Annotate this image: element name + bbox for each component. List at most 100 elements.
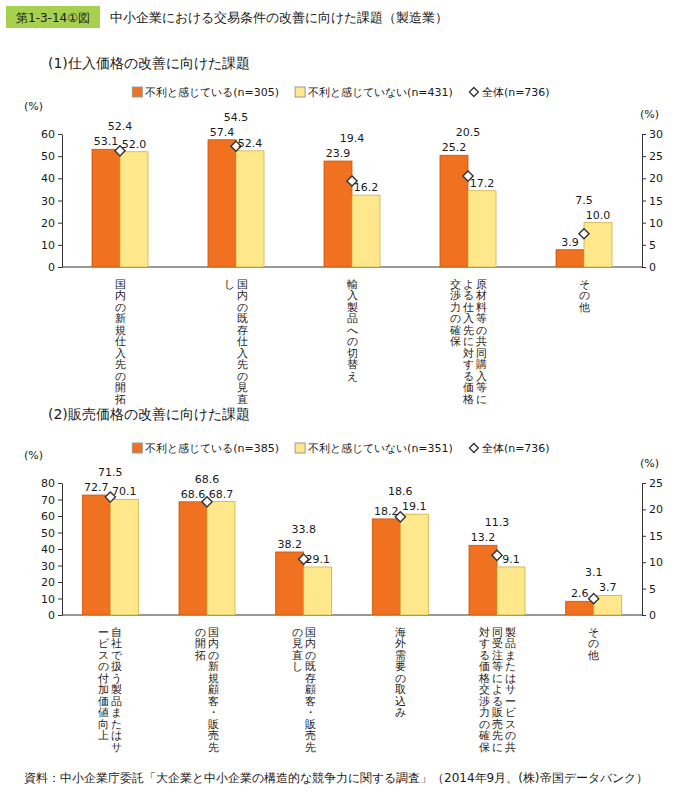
chart-title: (1)仕入価格の改善に向けた課題: [48, 55, 250, 71]
y-axis-tick: 40: [41, 543, 62, 556]
y2-axis-tick: 25: [642, 477, 663, 490]
category-label: 製品またはサービスの共同受注等による販売先に対する価格交渉力の確保: [478, 626, 517, 754]
y-axis: 01020304050607080: [41, 477, 63, 622]
data-label: 17.2: [470, 177, 495, 190]
data-label: 54.5: [224, 111, 249, 124]
legend-label: 全体(n=736): [482, 442, 550, 455]
tick-label: 40: [41, 172, 55, 185]
y2-axis-tick: 15: [642, 195, 663, 208]
tick-mark: [642, 562, 646, 563]
legend-label: 不利と感じていない(n=431): [308, 86, 453, 99]
y-axis-tick: 50: [41, 527, 62, 540]
y-axis-title: (%): [24, 100, 43, 113]
bar: [372, 519, 400, 615]
legend-swatch: [469, 444, 478, 453]
bar: [584, 223, 612, 267]
bar: [440, 155, 468, 267]
y-axis-tick: 40: [41, 172, 62, 185]
x-axis-line: [62, 615, 642, 616]
data-label: 68.6: [181, 488, 206, 501]
chart-title: (2)販売価格の改善に向けた課題: [48, 406, 250, 422]
bar: [110, 499, 138, 615]
y-axis-tick: 0: [48, 261, 62, 274]
data-label: 9.1: [502, 553, 520, 566]
legend-item: 不利と感じていない(n=431): [295, 86, 453, 99]
data-label: 7.5: [575, 194, 593, 207]
tick-label: 5: [649, 583, 656, 596]
tick-mark: [58, 533, 62, 534]
marker: [492, 550, 502, 560]
bar: [497, 567, 525, 615]
tick-mark: [642, 536, 646, 537]
tick-mark: [642, 589, 646, 590]
legend-label: 不利と感じていない(n=351): [308, 442, 453, 455]
y-axis-title: (%): [24, 449, 43, 462]
tick-mark: [642, 483, 646, 484]
tick-mark: [58, 516, 62, 517]
bar: [304, 567, 332, 615]
tick-label: 0: [48, 609, 55, 622]
tick-mark: [58, 615, 62, 616]
data-label: 16.2: [354, 181, 379, 194]
y2-axis-tick: 30: [642, 128, 663, 141]
tick-label: 10: [41, 593, 55, 606]
category-label: 自社で扱う製品またはサービスの付加価値向上: [98, 626, 123, 754]
tick-mark: [58, 500, 62, 501]
tick-label: 80: [41, 477, 55, 490]
tick-label: 30: [41, 560, 55, 573]
category-labels: 国内の新規仕入先の開拓国内の既存仕入先の見直し輸入製品への切替え原材料等の共同購…: [114, 278, 590, 406]
y-axis-tick: 20: [41, 576, 62, 589]
bar: [82, 495, 110, 615]
y-axis-line: [62, 135, 63, 268]
figure-title: 中小企業における交易条件の改善に向けた課題（製造業）: [110, 10, 448, 25]
data-label: 18.6: [388, 485, 413, 498]
y-axis-tick: 10: [41, 239, 62, 252]
data-label: 33.8: [291, 523, 316, 536]
legend-swatch: [295, 443, 305, 453]
y-axis-tick: 30: [41, 195, 62, 208]
tick-label: 30: [41, 195, 55, 208]
data-label: 3.7: [599, 581, 617, 594]
category-label: 国内の既存顧客・販売先の見直し: [292, 626, 316, 754]
data-label: 19.4: [340, 132, 365, 145]
bar: [566, 601, 594, 615]
tick-label: 50: [41, 150, 55, 163]
category-labels: 自社で扱う製品またはサービスの付加価値向上国内の新規顧客・販売先の開拓国内の既存…: [98, 626, 599, 754]
tick-mark: [642, 223, 646, 224]
legend-label: 不利と感じている(n=305): [145, 86, 279, 99]
data-labels: 72.768.638.270.168.729.118.213.22.619.19…: [84, 466, 616, 600]
data-label: 2.6: [571, 587, 589, 600]
tick-label: 10: [649, 556, 663, 569]
bar: [400, 514, 428, 615]
legend-swatch: [132, 87, 142, 97]
tick-label: 20: [649, 503, 663, 516]
tick-label: 20: [649, 172, 663, 185]
legend-item: 全体(n=736): [469, 86, 549, 99]
tick-label: 15: [649, 530, 663, 543]
legend: 不利と感じている(n=385)不利と感じていない(n=351)全体(n=736): [132, 442, 549, 455]
legend-item: 不利と感じている(n=305): [132, 86, 279, 99]
y2-axis-tick: 10: [642, 217, 663, 230]
tick-label: 10: [41, 239, 55, 252]
tick-mark: [642, 267, 646, 268]
plot-marks: [82, 492, 621, 615]
tick-label: 0: [48, 261, 55, 274]
data-label: 57.4: [210, 126, 235, 139]
tick-label: 60: [41, 510, 55, 523]
y2-axis: 0510152025: [642, 477, 663, 622]
data-label: 20.5: [456, 126, 481, 139]
chart-panel: (1)仕入価格の改善に向けた課題010203040506005101520253…: [24, 55, 663, 406]
bar: [236, 151, 264, 267]
y-axis: 0102030405060: [41, 128, 63, 274]
category-label: 原材料等の共同購入等による仕入先に対する価格交渉力の確保: [449, 278, 487, 406]
data-label: 3.9: [561, 236, 579, 249]
figure-badge: [6, 6, 100, 28]
y2-axis-tick: 25: [642, 150, 663, 163]
marker: [589, 594, 599, 604]
bar: [276, 552, 304, 615]
y-axis-tick: 60: [41, 510, 62, 523]
chart-panel: (2)販売価格の改善に向けた課題010203040506070800510152…: [24, 406, 663, 754]
category-label: その他: [588, 626, 599, 662]
y2-axis-title: (%): [640, 108, 659, 121]
tick-label: 20: [41, 576, 55, 589]
